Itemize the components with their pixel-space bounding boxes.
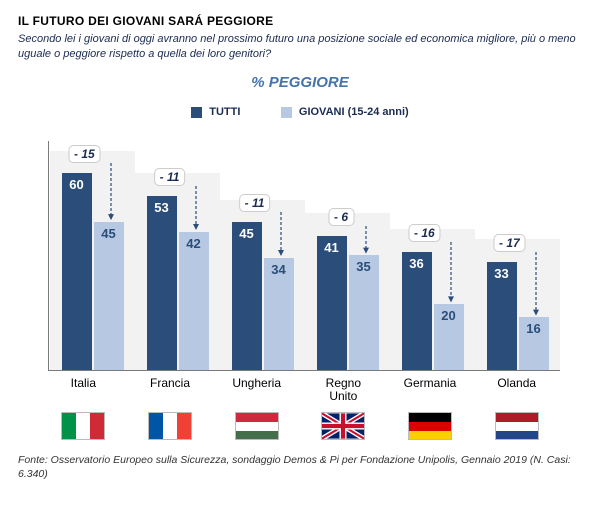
bar-group: 53 42 - 11 [135,141,220,370]
bar-tutti: 41 [317,236,347,370]
bar-giovani: 35 [349,255,379,370]
bar-value-tutti: 60 [62,177,92,192]
chart-title: % PEGGIORE [18,74,582,91]
diff-label: - 11 [239,194,271,212]
bar-giovani: 42 [179,232,209,369]
source-note: Fonte: Osservatorio Europeo sulla Sicure… [18,454,582,481]
bar-tutti: 36 [402,252,432,370]
flag-slot [40,412,127,440]
diff-arrow [363,226,377,254]
x-label: Germania [387,377,474,405]
bar-tutti: 53 [147,196,177,369]
flag-de [408,412,452,440]
diff-arrow [193,186,207,230]
legend-item-tutti: TUTTI [191,106,240,118]
page-title: IL FUTURO DEI GIOVANI SARÁ PEGGIORE [18,14,582,28]
diff-arrow [278,212,292,256]
flag-gb [321,412,365,440]
flag-it [61,412,105,440]
flag-slot [213,412,300,440]
axis-y [48,141,49,371]
bar-group: 33 16 - 17 [475,141,560,370]
flag-hu [235,412,279,440]
flag-slot [300,412,387,440]
diff-label: - 6 [328,208,354,226]
diff-label: - 11 [154,168,186,186]
bar-value-giovani: 45 [94,226,124,241]
bar-value-giovani: 42 [179,236,209,251]
bar-value-tutti: 53 [147,200,177,215]
bar-group: 36 20 - 16 [390,141,475,370]
bar-value-tutti: 36 [402,256,432,271]
diff-arrow [533,252,547,316]
legend-swatch-tutti [191,107,202,118]
bar-value-tutti: 45 [232,226,262,241]
bar-tutti: 33 [487,262,517,370]
bar-giovani: 20 [434,304,464,369]
subtitle: Secondo lei i giovani di oggi avranno ne… [18,32,582,62]
bar-value-giovani: 34 [264,262,294,277]
legend: TUTTI GIOVANI (15-24 anni) [18,105,582,123]
x-label: Francia [127,377,214,405]
bar-value-giovani: 20 [434,308,464,323]
diff-label: - 17 [493,234,526,252]
bar-value-tutti: 41 [317,240,347,255]
bar-group: 4135 - 6 [305,141,390,370]
bar-giovani: 45 [94,222,124,369]
bar-value-giovani: 16 [519,321,549,336]
chart-area: 6045- 155342- 114534- 114135- 63620- 163… [40,141,560,371]
flag-slot [387,412,474,440]
x-label: Ungheria [213,377,300,405]
flag-slot [473,412,560,440]
x-axis-labels: ItaliaFranciaUngheriaRegnoUnitoGermaniaO… [40,377,560,405]
diff-label: - 15 [68,145,101,163]
axis-x [48,370,560,371]
diff-arrow [108,163,122,220]
flag-fr [148,412,192,440]
legend-label-tutti: TUTTI [209,106,240,118]
plot: 6045- 155342- 114534- 114135- 63620- 163… [50,141,560,370]
diff-arrow [448,242,462,302]
x-label: Italia [40,377,127,405]
legend-swatch-giovani [281,107,292,118]
bar-group: 60 45 - 15 [50,141,135,370]
bar-value-tutti: 33 [487,266,517,281]
bar-tutti: 60 [62,173,92,369]
bar-tutti: 45 [232,222,262,369]
bar-group: 45 34 - 11 [220,141,305,370]
x-label: Olanda [473,377,560,405]
flag-nl [495,412,539,440]
flag-slot [127,412,214,440]
bar-giovani: 34 [264,258,294,369]
legend-label-giovani: GIOVANI (15-24 anni) [299,106,409,118]
x-label: RegnoUnito [300,377,387,405]
diff-label: - 16 [408,224,441,242]
bar-value-giovani: 35 [349,259,379,274]
bar-giovani: 16 [519,317,549,369]
legend-item-giovani: GIOVANI (15-24 anni) [281,106,409,118]
flags-row [40,412,560,440]
